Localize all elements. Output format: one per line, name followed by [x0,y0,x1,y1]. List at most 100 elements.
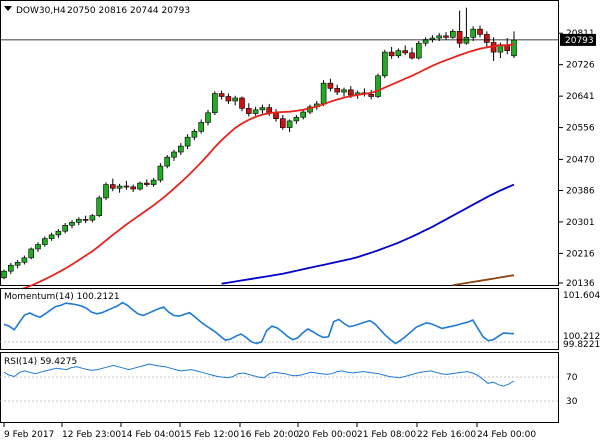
candle [259,104,266,114]
candle-body-up [286,120,293,128]
candle-body-down [246,108,252,114]
candles [1,7,517,280]
rsi-title: RSI(14) 59.4275 [4,357,77,367]
momentum-current: 100.2121 [563,332,600,342]
candle [402,45,409,56]
candle [35,242,41,252]
candle [28,247,35,260]
candle-body-up [28,248,35,259]
candle [443,32,449,40]
candle-body-up [116,185,123,189]
candle [252,106,259,116]
candle-body-up [511,39,517,57]
rsi-tick-30: 30 [566,397,578,407]
candle [110,178,116,192]
candle-body-down [123,185,130,188]
candle [96,195,102,218]
candle [144,179,150,187]
candle-body-up [171,151,177,158]
candle-body-down [477,28,483,35]
candle-body-down [334,88,341,93]
candle-body-down [456,31,463,44]
price-tick-label: 20726 [566,61,595,71]
momentum-panel-frame [0,288,559,350]
time-tick-label: 21 Feb 08:00 [357,430,416,440]
candle [212,91,218,116]
candle [246,103,252,117]
candle-body-up [35,244,41,250]
candle [293,115,300,124]
rsi-line [3,363,515,387]
candle [409,47,415,60]
dropdown-triangle-icon[interactable] [4,6,12,11]
candle-body-up [76,219,82,223]
candle-body-down [388,51,395,57]
candle-body-down [144,182,150,185]
candle [368,89,375,100]
candle-body-up [103,184,109,199]
candle [415,41,422,60]
candle-body-up [14,261,21,266]
moving-average-line-1 [3,43,515,295]
candle-body-up [470,28,477,38]
candle-body-up [449,31,456,38]
price-tick-label: 20556 [566,124,595,134]
time-tick-label: 15 Feb 12:00 [180,430,239,440]
rsi-panel-frame [0,352,559,423]
price-tick-label: 20470 [566,155,595,165]
candle [171,149,177,161]
candle [375,73,381,98]
candle [116,183,123,193]
candle-body-down [130,186,136,190]
candle [178,143,184,155]
moving-averages [3,43,515,295]
candle [8,263,14,275]
momentum-tick-high: 101.6046 [563,291,600,301]
momentum-panel: Momentum(14) 100.2121 101.6046 99.8221 1… [0,288,600,350]
time-axis: 9 Feb 2017 12 Feb 23:00 14 Feb 04:00 15 Feb… [3,423,536,440]
candle [456,10,463,48]
candle-body-up [184,136,191,147]
candle [137,181,143,191]
moving-average-line-3 [452,274,515,287]
candle-body-down [273,112,279,120]
momentum-tick-low: 99.8221 [563,340,600,350]
candle-body-up [415,42,422,59]
candle-body-up [300,111,307,118]
time-tick-label: 9 Feb 2017 [4,430,54,440]
price-panel: DOW30,H4 20750 20816 20744 20793 [0,0,559,295]
rsi-tick-70: 70 [566,373,578,383]
candle [286,119,293,133]
candle [232,95,238,106]
candle-body-down [327,82,334,89]
candle [69,220,75,229]
candle [130,184,136,192]
momentum-line [3,301,515,345]
candle-body-up [1,270,7,279]
candle [327,78,334,92]
last-price-badge: 20793 [560,33,596,46]
candle [41,236,48,247]
candle [55,228,62,238]
candle [300,109,307,120]
rsi-panel: RSI(14) 59.4275 70 30 [0,352,578,423]
candle-body-down [266,107,273,114]
momentum-title: Momentum(14) 100.2121 [4,292,120,302]
candle-body-down [239,97,245,109]
candle [334,84,341,96]
last-price-badge-bg [560,33,596,46]
candle-body-down [218,93,225,97]
candle [198,119,204,134]
candle [150,177,157,187]
candle-body-up [320,82,327,105]
candle-body-up [341,89,347,93]
candle [21,255,28,265]
candle [381,49,388,79]
candle-body-up [164,156,170,167]
candle-body-down [279,118,286,128]
candle-body-up [150,179,157,185]
price-panel-frame [0,0,559,286]
candle [341,87,347,97]
price-tick-label: 20641 [566,92,595,102]
candle [123,180,130,190]
